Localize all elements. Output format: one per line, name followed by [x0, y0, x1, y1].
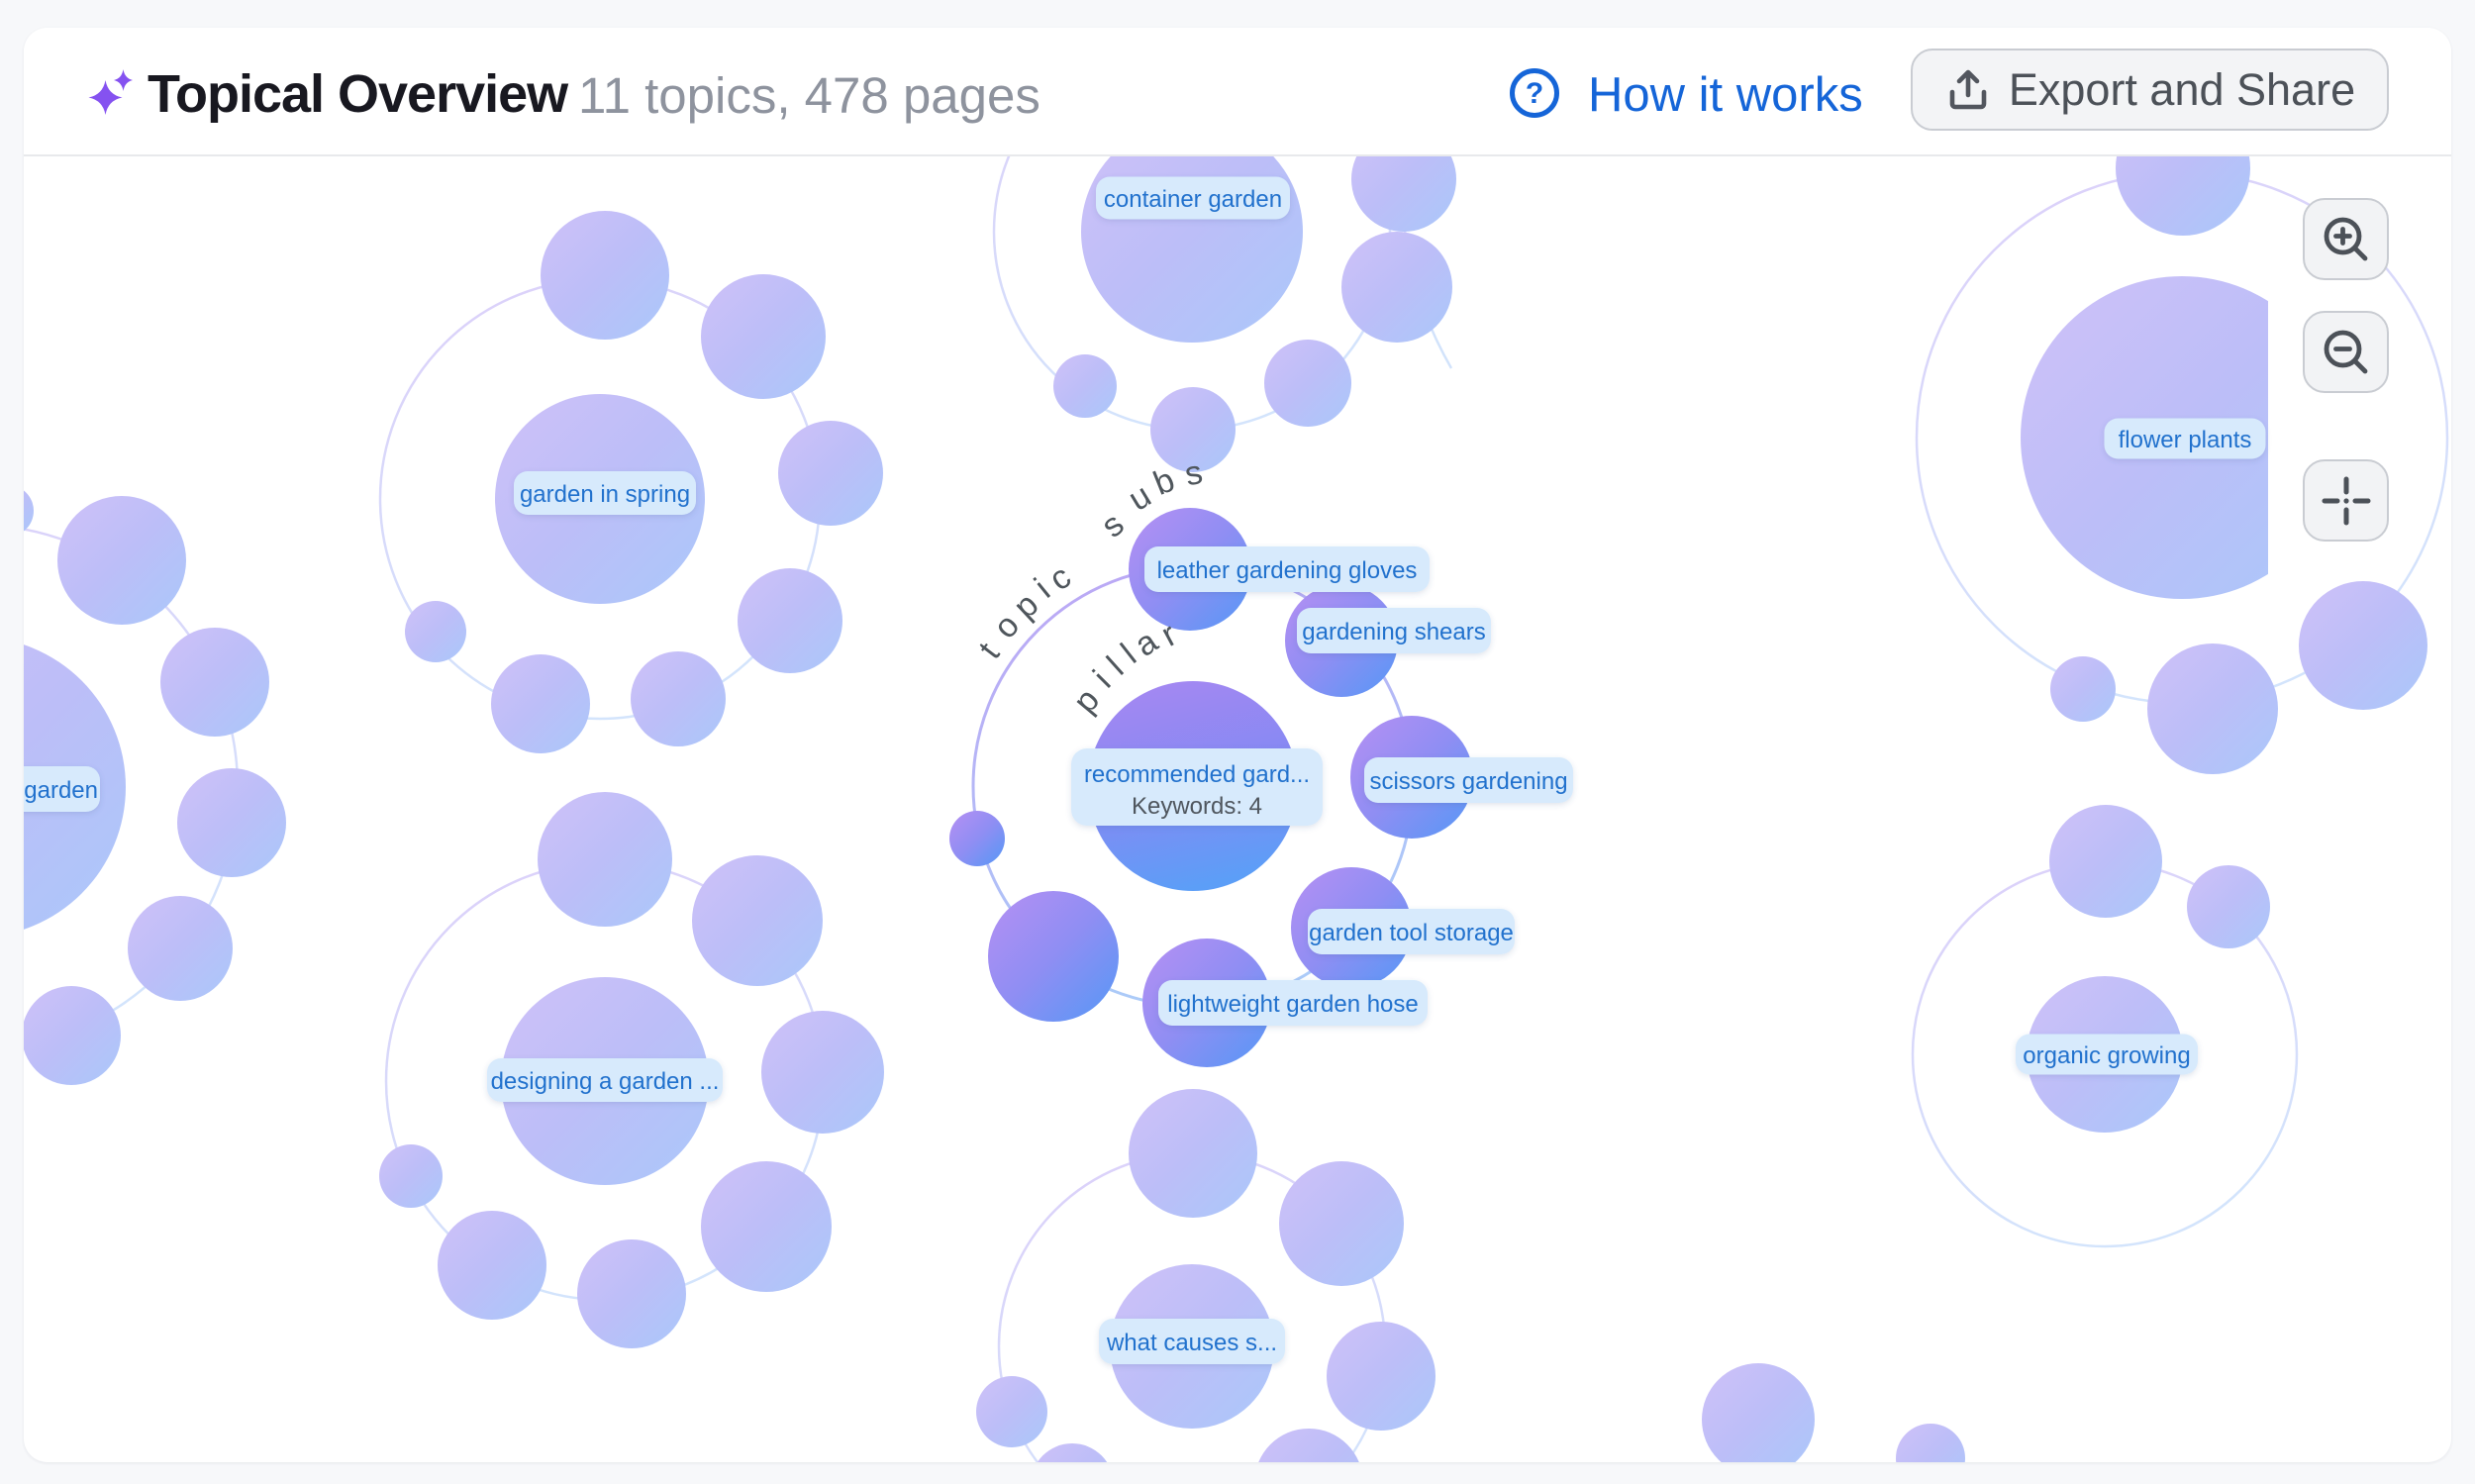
svg-text:recommended gard...: recommended gard... — [1084, 761, 1310, 788]
svg-text:lightweight garden hose: lightweight garden hose — [1167, 991, 1419, 1018]
svg-text:p: p — [1066, 681, 1107, 720]
svg-text:garden tool storage: garden tool storage — [1309, 920, 1514, 946]
svg-text:flower plants: flower plants — [2119, 427, 2252, 453]
svg-text:t: t — [971, 636, 1007, 666]
svg-text:s: s — [1094, 506, 1131, 545]
svg-text:Keywords: 4: Keywords: 4 — [1132, 793, 1262, 820]
svg-text:organic growing: organic growing — [2023, 1042, 2190, 1069]
svg-text:scissors gardening: scissors gardening — [1369, 768, 1567, 795]
svg-text:designing a garden ...: designing a garden ... — [491, 1068, 720, 1095]
svg-text:container garden: container garden — [1104, 186, 1282, 213]
svg-text:gardening shears: gardening shears — [1302, 619, 1485, 645]
svg-text:garden in spring: garden in spring — [520, 481, 690, 508]
svg-text:what causes s...: what causes s... — [1106, 1330, 1277, 1356]
svg-text:garden: garden — [24, 777, 98, 804]
svg-text:u: u — [1122, 476, 1157, 518]
svg-text:leather gardening gloves: leather gardening gloves — [1157, 557, 1418, 584]
svg-text:?: ? — [1526, 77, 1543, 110]
